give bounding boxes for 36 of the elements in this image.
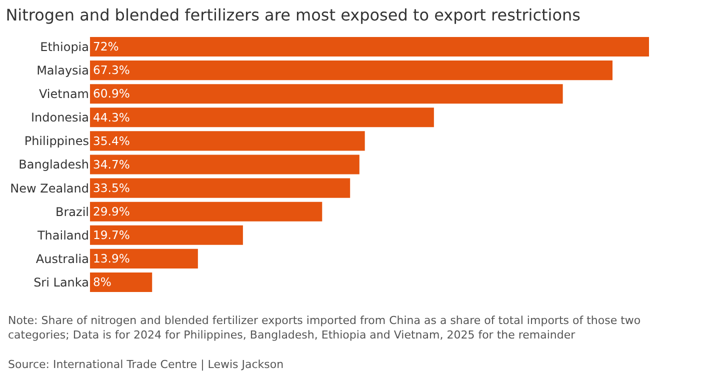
bar	[90, 272, 152, 292]
y-tick-label: Vietnam	[38, 87, 89, 102]
text: Note: Share of nitrogen and blended fertilizer exports imported from China as a share of total imports of those two categories; Data is for 2024 for Philippines, Bangladesh, Ethiopia and Vietnam, 2025 for the remainder	[8, 314, 641, 342]
bar	[90, 131, 365, 151]
chart-title: Nitrogen and blended fertilizers are most exposed to export restrictions	[6, 6, 581, 25]
data-label: 60.9%	[93, 86, 130, 101]
data-label: 33.5%	[93, 180, 130, 195]
bar	[90, 248, 198, 268]
y-tick-label: Philippines	[24, 134, 89, 148]
bar	[90, 84, 563, 104]
y-tick-label: Indonesia	[30, 110, 89, 125]
y-tick-label: New Zealand	[10, 181, 89, 196]
bar	[90, 108, 434, 128]
y-tick-label: Brazil	[56, 204, 89, 219]
bar	[90, 154, 360, 174]
bar	[90, 60, 613, 80]
data-label: 72%	[93, 40, 119, 54]
y-tick-label: Ethiopia	[40, 40, 89, 54]
y-tick-label: Australia	[36, 252, 89, 266]
source-note: Source: International Trade Centre | Lewis Jackson	[8, 358, 284, 371]
bar	[90, 225, 243, 245]
y-tick-label: Thailand	[36, 228, 89, 242]
bar	[90, 178, 350, 198]
y-tick-label: Sri Lanka	[34, 275, 89, 290]
data-label: 8%	[93, 275, 112, 290]
data-label: 35.4%	[93, 134, 130, 148]
data-label: 67.3%	[93, 63, 130, 78]
data-label: 34.7%	[93, 157, 130, 172]
data-label: 29.9%	[93, 204, 130, 218]
y-tick-label: Malaysia	[36, 64, 89, 78]
bar	[90, 37, 649, 57]
data-label: 19.7%	[93, 228, 130, 242]
y-tick-label: Bangladesh	[18, 158, 89, 172]
data-label: 13.9%	[93, 252, 130, 266]
bar	[90, 202, 322, 222]
data-label: 44.3%	[93, 110, 130, 124]
